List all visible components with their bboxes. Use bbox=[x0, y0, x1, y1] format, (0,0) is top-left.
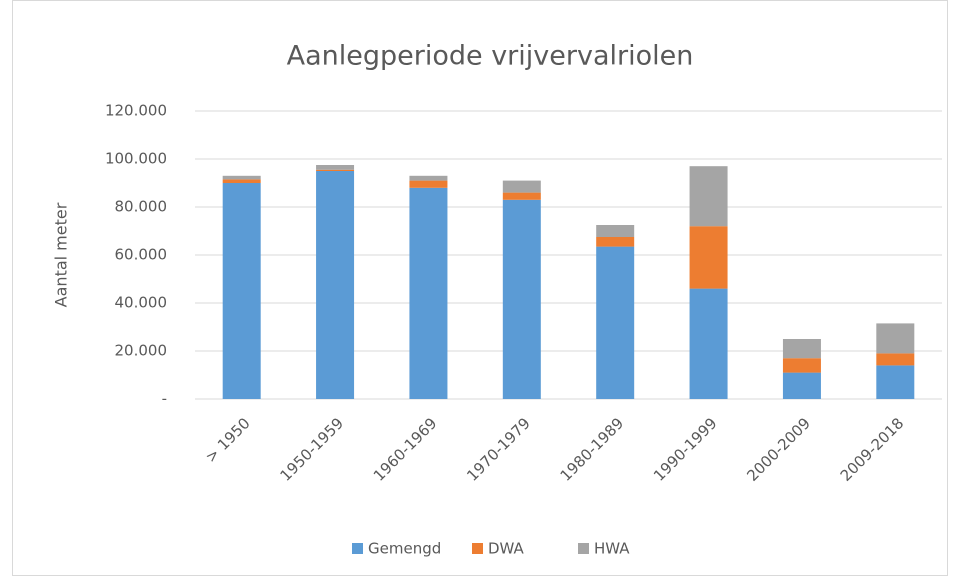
y-tick-label: 80.000 bbox=[115, 198, 168, 216]
legend-swatch bbox=[352, 543, 363, 554]
bar-segment bbox=[596, 237, 635, 247]
bar-segment bbox=[876, 353, 915, 366]
bar-segment bbox=[782, 372, 821, 399]
y-tick-label: 120.000 bbox=[105, 102, 167, 120]
bar-segment bbox=[316, 165, 355, 170]
bar-segment bbox=[316, 171, 355, 399]
bar-segment bbox=[782, 358, 821, 373]
bar-segment bbox=[316, 169, 355, 171]
y-tick-label: 60.000 bbox=[115, 246, 168, 264]
bar-segment bbox=[596, 225, 635, 237]
bar-segment bbox=[689, 226, 728, 289]
bar-segment bbox=[689, 288, 728, 399]
bar-segment bbox=[876, 365, 915, 399]
chart-title: Aanlegperiode vrijvervalriolen bbox=[287, 41, 694, 72]
chart-frame bbox=[12, 0, 948, 576]
bar-segment bbox=[222, 175, 261, 180]
bar-segment bbox=[222, 179, 261, 183]
legend-label: Gemengd bbox=[368, 540, 441, 558]
y-tick-label: - bbox=[162, 390, 167, 408]
bar-segment bbox=[409, 180, 448, 188]
bar-segment bbox=[222, 183, 261, 399]
legend-label: HWA bbox=[594, 540, 630, 558]
bar-segment bbox=[689, 166, 728, 227]
bar-segment bbox=[782, 339, 821, 359]
bar-segment bbox=[596, 246, 635, 399]
legend-label: DWA bbox=[488, 540, 525, 558]
y-axis-label: Aantal meter bbox=[52, 202, 71, 307]
bar-segment bbox=[409, 175, 448, 181]
y-tick-label: 20.000 bbox=[115, 342, 168, 360]
y-tick-label: 40.000 bbox=[115, 294, 168, 312]
legend-swatch bbox=[472, 543, 483, 554]
y-tick-label: 100.000 bbox=[105, 150, 167, 168]
bar-segment bbox=[502, 192, 541, 200]
bar-segment bbox=[409, 187, 448, 399]
bar-segment bbox=[502, 180, 541, 193]
bar-segment bbox=[502, 199, 541, 399]
legend-swatch bbox=[578, 543, 589, 554]
bar-segment bbox=[876, 323, 915, 354]
